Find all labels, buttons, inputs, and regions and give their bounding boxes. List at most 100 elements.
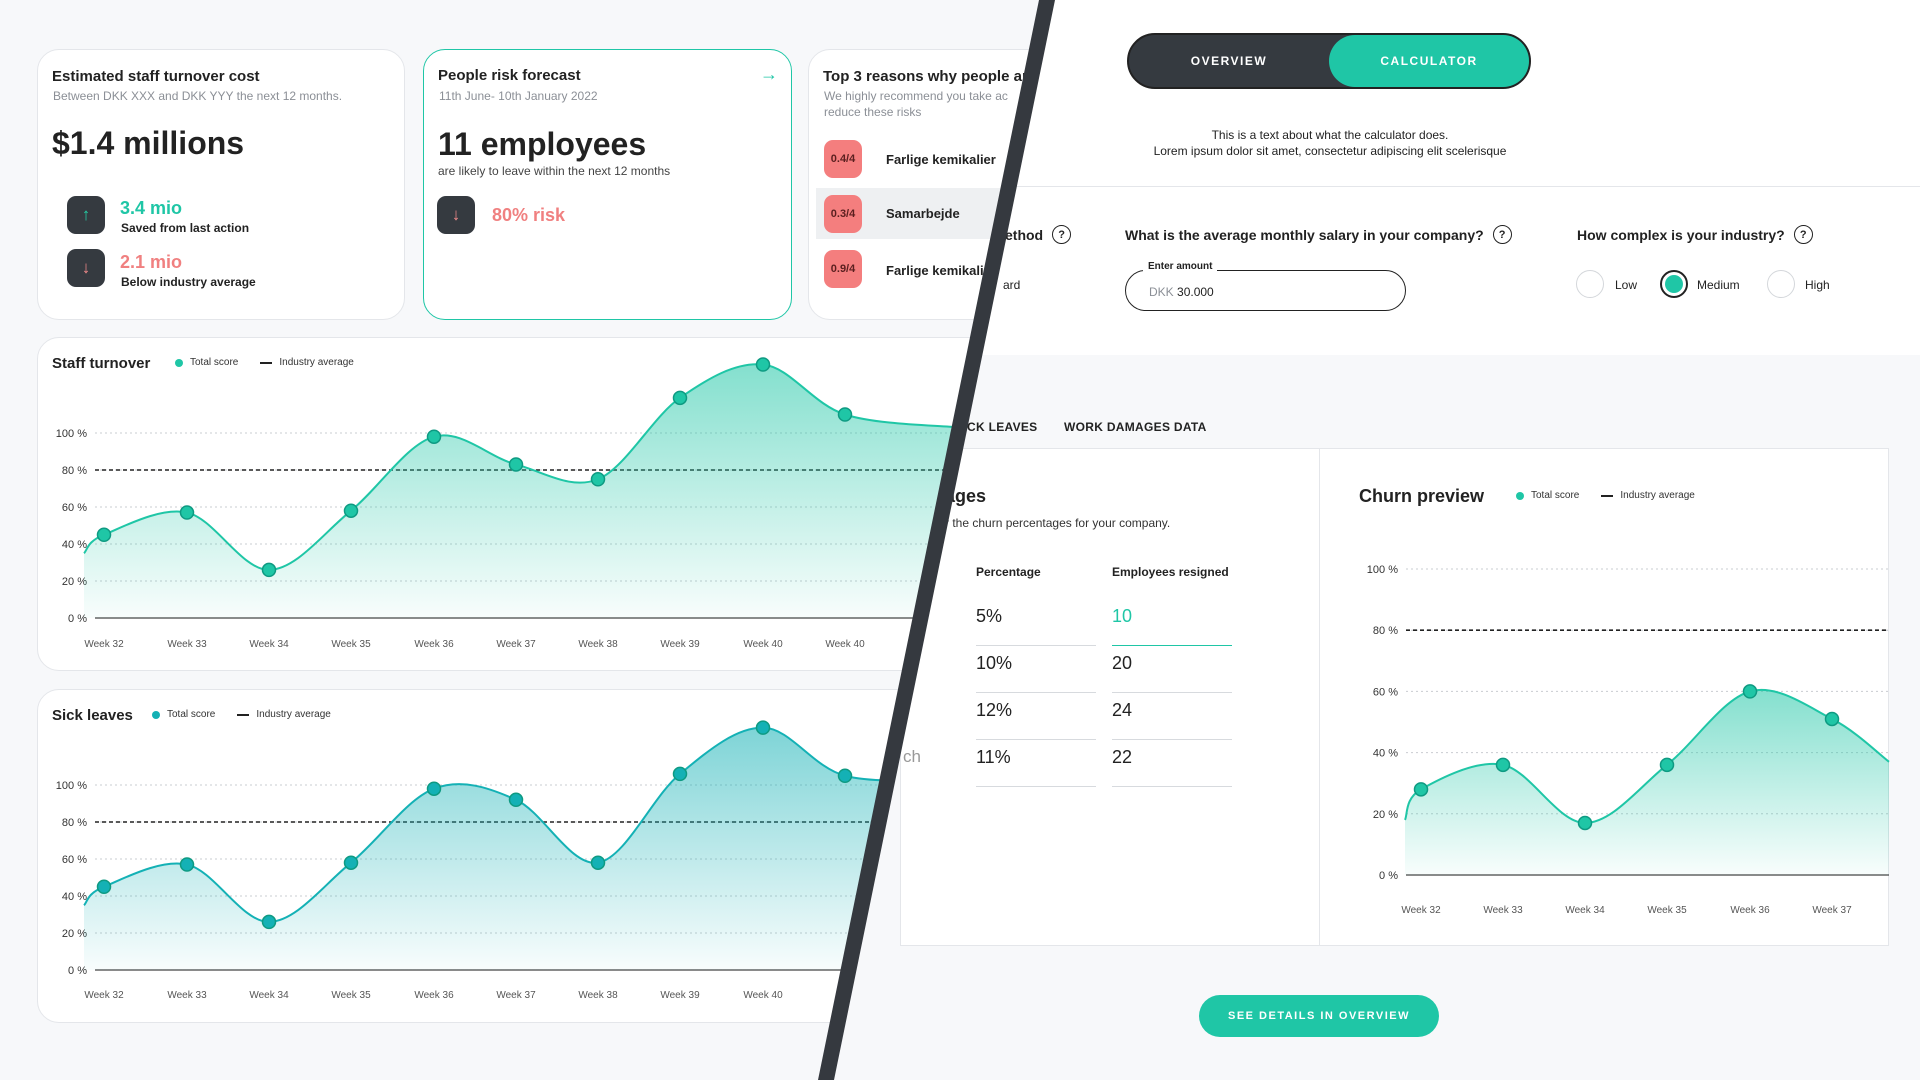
x-tick-label: Week 34 (249, 639, 289, 650)
x-tick-label: Week 32 (84, 990, 124, 1001)
data-point (590, 472, 606, 487)
y-tick-label: 40 % (62, 539, 87, 551)
x-tick-label: Week 35 (331, 990, 371, 1001)
col-header-employees: Employees resigned (1112, 565, 1229, 579)
legend-industry-label: Industry average (256, 709, 331, 720)
series-area (84, 364, 958, 618)
saved-value: 3.4 mio (120, 198, 183, 218)
currency-label: DKK (1149, 285, 1174, 299)
risk-forecast-desc: are likely to leave within the next 12 m… (438, 164, 671, 178)
churn-preview-legend: Total score Industry average (1516, 490, 1695, 501)
x-tick-label: Week 38 (578, 990, 618, 1001)
churn-preview-title: Churn preview (1359, 486, 1485, 506)
complexity-medium-label: Medium (1697, 278, 1740, 292)
table-cell-employees[interactable]: 22 (1112, 747, 1232, 787)
salary-question-label: What is the average monthly salary in yo… (1125, 226, 1484, 243)
x-tick-label: Week 33 (167, 639, 207, 650)
staff-turnover-title: Staff turnover (52, 355, 151, 372)
x-tick-label: Week 39 (660, 990, 700, 1001)
arrow-down-icon: ↓ (67, 249, 105, 287)
y-tick-label: 60 % (1373, 686, 1398, 698)
data-point (1742, 684, 1758, 699)
data-point (261, 914, 277, 930)
divider (826, 186, 1920, 187)
data-point (179, 857, 195, 872)
x-tick-label: Week 32 (84, 639, 124, 650)
data-point (755, 357, 771, 372)
data-point (1495, 757, 1511, 773)
sick-leaves-title: Sick leaves (52, 707, 133, 724)
legend-total-label: Total score (190, 357, 239, 368)
x-tick-label: Week 34 (1565, 905, 1605, 916)
table-cell-employees[interactable]: 24 (1112, 700, 1232, 740)
y-tick-label: 20 % (1373, 809, 1398, 821)
table-cell-employees[interactable]: 10 (1112, 606, 1232, 646)
data-point (1413, 782, 1429, 797)
tab-overview[interactable]: OVERVIEW (1190, 54, 1268, 68)
complexity-low-label: Low (1615, 278, 1638, 292)
data-point (261, 562, 277, 578)
x-tick-label: Week 33 (167, 990, 207, 1001)
staff-turnover-legend: Total score Industry average (175, 357, 354, 368)
amount-text: 30.000 (1177, 285, 1214, 299)
legend-industry-label: Industry average (279, 357, 354, 368)
x-tick-label: Week 33 (1483, 905, 1523, 916)
y-tick-label: 0 % (68, 613, 87, 625)
y-tick-label: 0 % (1379, 870, 1398, 882)
data-point (837, 768, 853, 783)
x-tick-label: Week 40 (743, 990, 783, 1001)
legend-industry-dash (260, 361, 273, 364)
complexity-question-label: How complex is your industry? (1577, 226, 1785, 243)
view-toggle[interactable]: OVERVIEW CALCULATOR (1127, 33, 1531, 89)
data-point (672, 390, 688, 406)
x-tick-label: Week 37 (496, 639, 536, 650)
complexity-low-radio[interactable] (1576, 270, 1604, 298)
y-tick-label: 20 % (62, 928, 87, 940)
salary-amount-input[interactable] (1125, 270, 1406, 311)
arrow-right-icon[interactable]: → (760, 64, 778, 84)
complexity-high-label: High (1805, 278, 1830, 292)
content-split-line (1319, 448, 1320, 946)
legend-total-label: Total score (167, 709, 216, 720)
risk-percent: 80% risk (492, 205, 566, 225)
data-point (755, 720, 771, 735)
risk-forecast-value: 11 employees (438, 126, 647, 162)
salary-question: What is the average monthly salary in yo… (1125, 225, 1512, 244)
risk-forecast-card[interactable] (423, 49, 792, 320)
y-tick-label: 20 % (62, 576, 87, 588)
x-tick-label: Week 36 (414, 990, 454, 1001)
data-point (590, 855, 606, 870)
risk-forecast-title: People risk forecast (438, 67, 581, 84)
sick-leaves-legend: Total score Industry average (152, 709, 331, 720)
data-point (426, 781, 442, 796)
legend-total-dot (152, 710, 160, 719)
data-point (179, 505, 195, 520)
data-point (1824, 711, 1840, 727)
y-tick-label: 0 % (68, 965, 87, 977)
data-point (1577, 815, 1593, 831)
x-tick-label: Week 37 (496, 990, 536, 1001)
x-tick-label: Week 39 (660, 639, 700, 650)
x-tick-label: Week 36 (414, 639, 454, 650)
data-point (672, 766, 688, 782)
x-tick-label: Week 40 (743, 639, 783, 650)
tab-calculator[interactable]: CALCULATOR (1329, 35, 1529, 87)
x-tick-label: Week 34 (249, 990, 289, 1001)
tab-work-damages[interactable]: WORK DAMAGES DATA (1064, 420, 1207, 434)
salary-amount-value[interactable]: DKK 30.000 (1149, 285, 1214, 299)
below-value: 2.1 mio (120, 252, 183, 272)
see-details-button[interactable]: SEE DETAILS IN OVERVIEW (1199, 995, 1439, 1037)
help-icon[interactable]: ? (1492, 225, 1512, 244)
complexity-high-radio[interactable] (1767, 270, 1795, 298)
table-cell-employees[interactable]: 20 (1112, 653, 1232, 693)
complexity-medium-radio[interactable] (1660, 270, 1688, 298)
saved-label: Saved from last action (121, 221, 250, 235)
calculator-intro-2: Lorem ipsum dolor sit amet, consectetur … (1153, 144, 1507, 158)
y-tick-label: 100 % (1367, 564, 1398, 576)
x-tick-label: Week 35 (331, 639, 371, 650)
help-icon[interactable]: ? (1793, 225, 1813, 244)
turnover-cost-subtitle: Between DKK XXX and DKK YYY the next 12 … (53, 89, 343, 103)
